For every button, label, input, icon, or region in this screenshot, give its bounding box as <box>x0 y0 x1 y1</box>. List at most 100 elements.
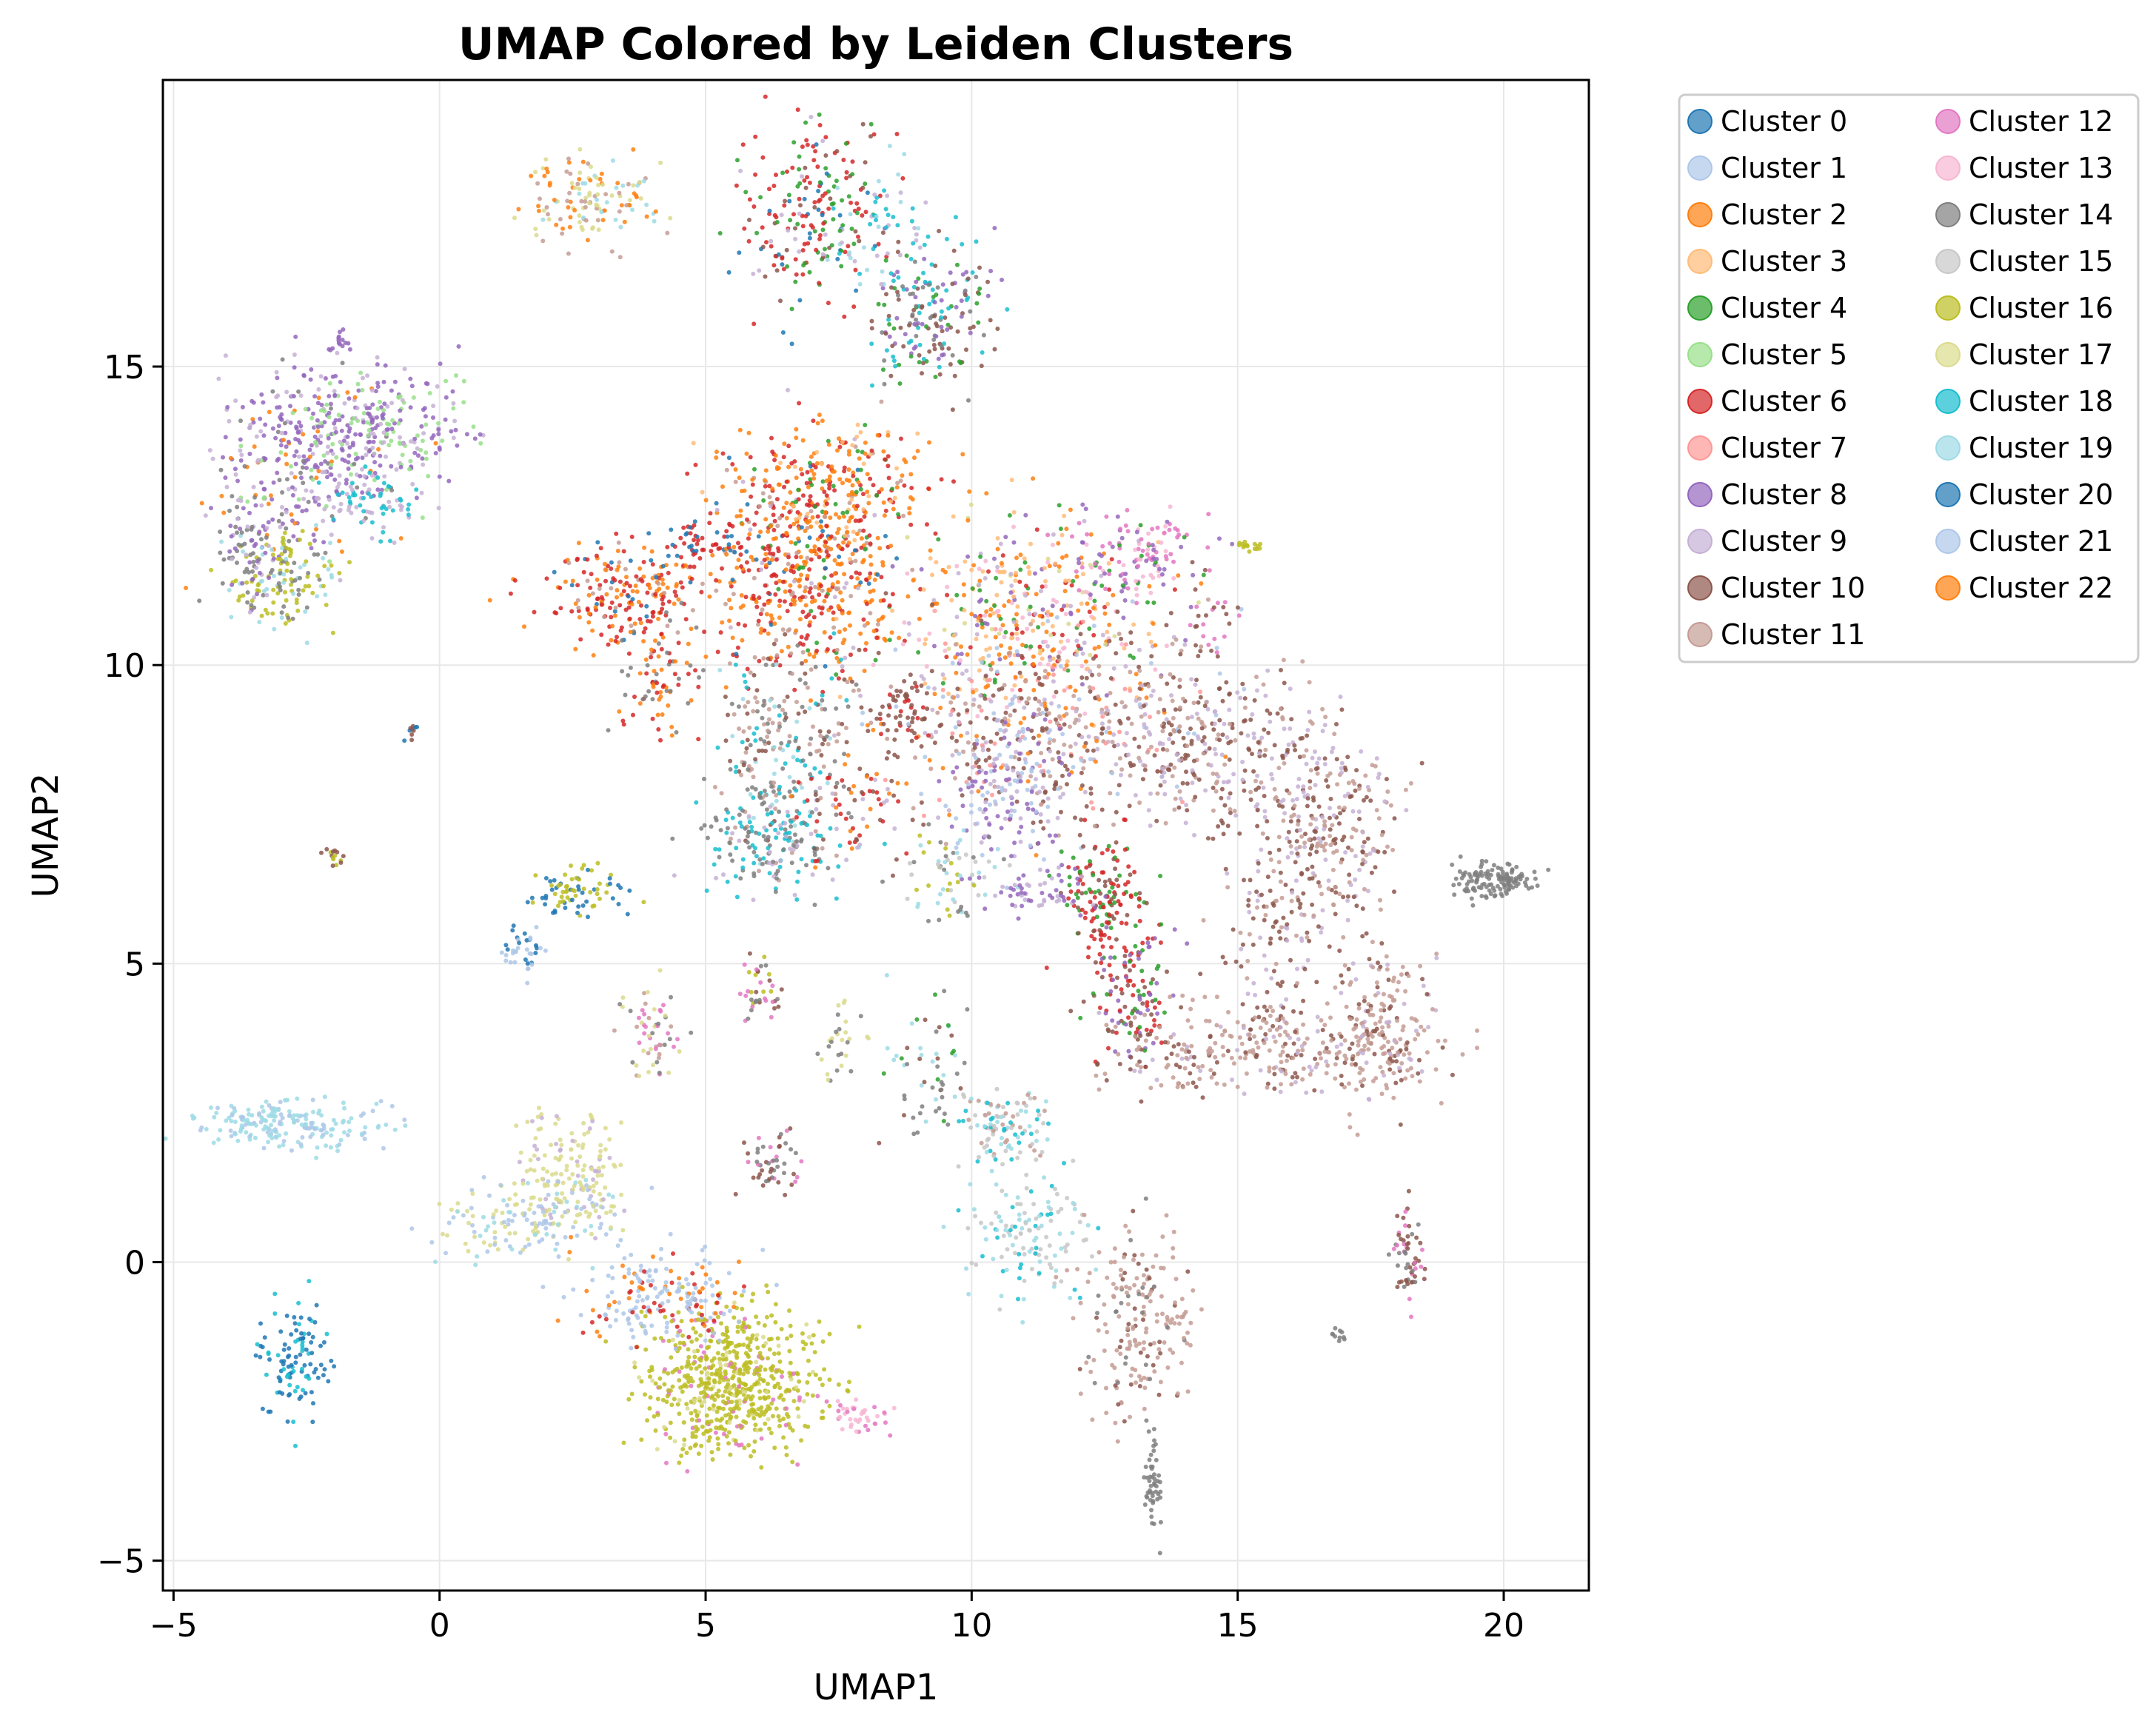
scatter-point <box>1045 556 1051 561</box>
scatter-point <box>347 445 352 450</box>
scatter-point <box>1134 586 1139 592</box>
scatter-point <box>820 255 826 260</box>
scatter-point <box>980 569 985 574</box>
scatter-point <box>1107 572 1112 577</box>
scatter-point <box>276 424 281 429</box>
scatter-point <box>985 293 991 298</box>
scatter-point <box>974 637 979 641</box>
scatter-point <box>386 499 392 504</box>
scatter-point <box>1235 690 1240 695</box>
scatter-point <box>327 347 332 352</box>
scatter-point <box>1099 583 1105 588</box>
scatter-point <box>637 617 643 622</box>
scatter-point <box>714 875 719 880</box>
scatter-point <box>762 789 767 793</box>
scatter-point <box>409 384 415 389</box>
scatter-point <box>1105 629 1110 635</box>
scatter-point <box>270 611 275 616</box>
scatter-point <box>800 785 804 790</box>
scatter-point <box>789 824 794 829</box>
scatter-point <box>855 576 860 581</box>
scatter-point <box>1119 642 1125 646</box>
scatter-point <box>1074 638 1079 643</box>
scatter-point <box>364 406 369 411</box>
scatter-point <box>773 453 778 458</box>
scatter-point <box>810 595 815 600</box>
scatter-point <box>309 546 314 551</box>
scatter-point <box>1015 733 1020 738</box>
scatter-point <box>871 247 876 252</box>
scatter-point <box>872 192 877 197</box>
scatter-point <box>688 564 693 569</box>
scatter-point <box>589 164 593 170</box>
scatter-point <box>1068 753 1074 758</box>
scatter-point <box>1352 781 1357 786</box>
scatter-point <box>1382 799 1387 804</box>
scatter-point <box>1099 807 1105 812</box>
scatter-point <box>281 604 287 609</box>
scatter-point <box>579 198 584 204</box>
scatter-point <box>235 530 239 535</box>
scatter-point <box>856 234 860 239</box>
scatter-point <box>1262 727 1267 732</box>
scatter-point <box>1227 757 1232 762</box>
scatter-point <box>863 160 868 165</box>
scatter-point <box>293 437 298 441</box>
scatter-point <box>1131 622 1136 627</box>
scatter-point <box>1018 720 1023 726</box>
scatter-point <box>970 765 975 770</box>
scatter-point <box>886 475 891 481</box>
scatter-point <box>911 578 916 583</box>
scatter-point <box>1031 820 1036 826</box>
scatter-point <box>724 807 729 812</box>
scatter-point <box>1014 789 1020 794</box>
scatter-point <box>794 435 799 441</box>
scatter-point <box>934 729 939 735</box>
scatter-point <box>812 229 817 234</box>
scatter-point <box>286 439 291 444</box>
scatter-point <box>1050 623 1055 629</box>
scatter-point <box>398 435 403 440</box>
scatter-point <box>1043 639 1048 644</box>
scatter-point <box>1092 646 1097 651</box>
scatter-point <box>1002 603 1007 608</box>
scatter-point <box>964 347 968 352</box>
scatter-point <box>769 238 774 244</box>
scatter-point <box>932 300 937 305</box>
scatter-point <box>1034 853 1039 857</box>
scatter-point <box>544 205 549 210</box>
scatter-point <box>786 387 790 392</box>
scatter-point <box>808 832 814 837</box>
scatter-point <box>1140 548 1145 553</box>
scatter-point <box>617 190 622 195</box>
scatter-point <box>1017 757 1022 762</box>
scatter-point <box>926 282 931 287</box>
scatter-point <box>1067 883 1072 888</box>
scatter-point <box>976 320 981 325</box>
scatter-point <box>894 715 898 720</box>
scatter-point <box>581 215 586 220</box>
scatter-point <box>1296 814 1301 819</box>
scatter-point <box>894 485 900 490</box>
scatter-point <box>771 780 777 786</box>
scatter-point <box>936 537 941 542</box>
scatter-point <box>1018 687 1022 692</box>
scatter-point <box>1015 604 1020 609</box>
scatter-point <box>1227 721 1232 726</box>
scatter-point <box>747 845 752 850</box>
scatter-point <box>808 494 813 499</box>
scatter-point <box>1002 716 1008 721</box>
scatter-point <box>1346 780 1351 786</box>
scatter-point <box>946 808 951 813</box>
scatter-point <box>1126 864 1131 869</box>
scatter-point <box>1142 703 1147 709</box>
scatter-point <box>984 609 989 614</box>
scatter-point <box>844 857 849 863</box>
scatter-point <box>1091 872 1096 877</box>
scatter-point <box>950 753 955 758</box>
scatter-point <box>954 670 959 675</box>
scatter-point <box>1088 669 1093 674</box>
scatter-point <box>637 671 643 676</box>
scatter-point <box>937 797 942 803</box>
scatter-point <box>800 472 805 477</box>
